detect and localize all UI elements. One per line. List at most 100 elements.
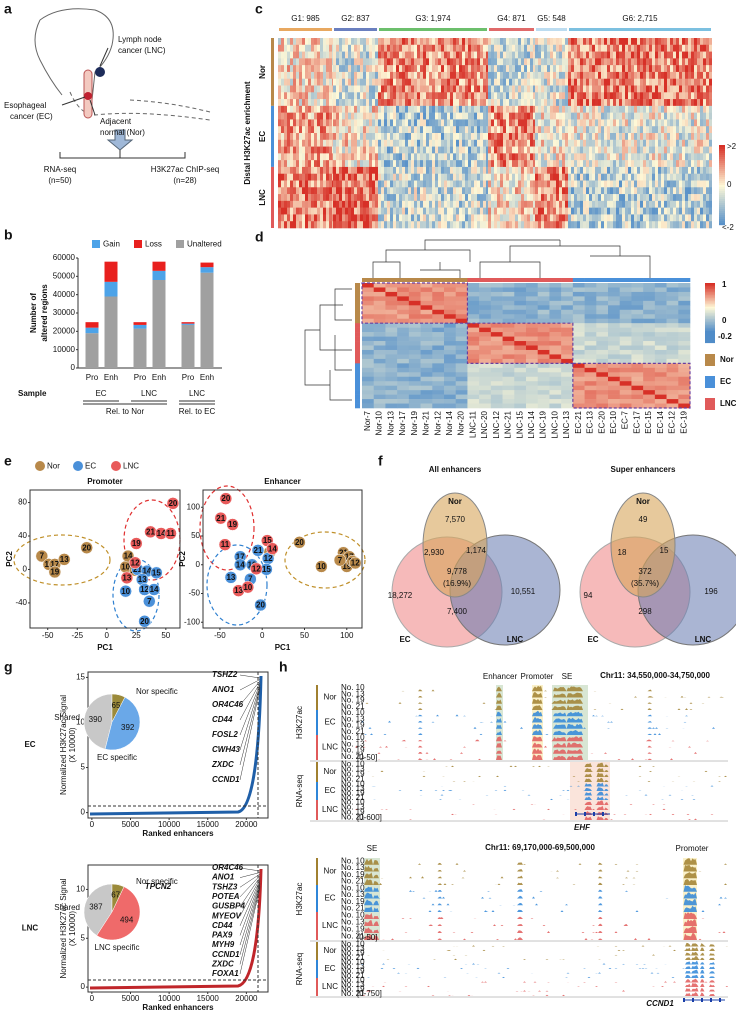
- heatmap-cell: [317, 146, 320, 154]
- matrix-cell: [572, 376, 585, 382]
- heatmap-cell: [491, 133, 494, 141]
- heatmap-cell: [550, 58, 553, 66]
- matrix-cell: [631, 318, 644, 324]
- heatmap-cell: [538, 194, 541, 202]
- heatmap-cell: [363, 112, 366, 120]
- matrix-cell: [362, 399, 375, 404]
- heatmap-cell: [444, 38, 447, 46]
- matrix-cell: [385, 363, 398, 369]
- y-tick-label: 60000: [53, 253, 76, 262]
- heatmap-cell: [535, 221, 538, 229]
- heatmap-cell: [538, 173, 541, 181]
- matrix-cell: [549, 283, 562, 288]
- colorbar: [719, 201, 725, 204]
- heatmap-cell: [688, 92, 691, 100]
- heatmap-cell: [287, 153, 290, 161]
- heatmap-cell: [709, 207, 712, 215]
- heatmap-cell: [607, 166, 610, 175]
- matrix-cell: [479, 287, 492, 293]
- heatmap-cell: [339, 119, 342, 127]
- heatmap-cell: [595, 119, 598, 127]
- heatmap-cell: [468, 146, 471, 154]
- heatmap-cell: [296, 99, 299, 107]
- heatmap-cell: [667, 85, 670, 93]
- heatmap-cell: [509, 65, 512, 73]
- matrix-cell: [502, 345, 515, 351]
- heatmap-cell: [634, 65, 637, 73]
- heatmap-cell: [565, 153, 568, 161]
- matrix-cell: [373, 363, 386, 369]
- heatmap-cell: [556, 180, 559, 188]
- heatmap-cell: [530, 166, 533, 175]
- heatmap-cell: [649, 71, 652, 80]
- heatmap-cell: [342, 160, 345, 168]
- matrix-cell: [373, 305, 386, 311]
- heatmap-cell: [518, 105, 521, 113]
- heatmap-cell: [290, 180, 293, 188]
- heatmap-cell: [679, 99, 682, 107]
- heatmap-cell: [345, 105, 348, 113]
- heatmap-cell: [278, 187, 281, 195]
- heatmap-cell: [354, 187, 357, 195]
- heatmap-cell: [691, 78, 694, 86]
- heatmap-cell: [423, 105, 426, 113]
- matrix-cell: [432, 341, 445, 346]
- heatmap-cell: [441, 187, 444, 195]
- heatmap-cell: [396, 194, 399, 202]
- heatmap-cell: [317, 139, 320, 147]
- heatmap-cell: [441, 126, 444, 134]
- heatmap-cell: [414, 160, 417, 168]
- matrix-cell: [631, 296, 644, 302]
- heatmap-cell: [580, 78, 583, 86]
- heatmap-cell: [518, 133, 521, 141]
- heatmap-cell: [562, 38, 565, 46]
- heatmap-cell: [601, 85, 604, 93]
- heatmap-cell: [296, 187, 299, 195]
- label: >2: [727, 142, 736, 151]
- heatmap-cell: [363, 44, 366, 52]
- heatmap-cell: [302, 200, 305, 208]
- matrix-cell: [444, 394, 457, 400]
- heatmap-cell: [423, 38, 426, 46]
- heatmap-cell: [518, 214, 521, 222]
- heatmap-cell: [363, 71, 366, 80]
- heatmap-cell: [637, 214, 640, 222]
- heatmap-cell: [408, 38, 411, 46]
- heatmap-cell: [348, 221, 351, 229]
- heatmap-cell: [414, 44, 417, 52]
- legend-label: Unaltered: [187, 240, 222, 249]
- matrix-cell: [537, 300, 550, 306]
- heatmap-cell: [658, 173, 661, 181]
- matrix-cell: [549, 318, 562, 324]
- heatmap-cell: [538, 85, 541, 93]
- heatmap-cell: [619, 187, 622, 195]
- heatmap-cell: [640, 194, 643, 202]
- matrix-cell: [479, 296, 492, 302]
- heatmap-cell: [706, 146, 709, 154]
- heatmap-cell: [691, 200, 694, 208]
- matrix-cell: [397, 296, 410, 302]
- heatmap-cell: [435, 194, 438, 202]
- heatmap-cell: [393, 119, 396, 127]
- heatmap-cell: [357, 153, 360, 161]
- heatmap-cell: [329, 139, 332, 147]
- heatmap-cell: [521, 214, 524, 222]
- heatmap-cell: [323, 207, 326, 215]
- heatmap-cell: [670, 153, 673, 161]
- heatmap-cell: [515, 146, 518, 154]
- heatmap-cell: [399, 139, 402, 147]
- heatmap-cell: [637, 146, 640, 154]
- heatmap-cell: [354, 133, 357, 141]
- matrix-cell: [373, 287, 386, 293]
- heatmap-cell: [438, 133, 441, 141]
- heatmap-cell: [613, 92, 616, 100]
- matrix-cell: [420, 358, 433, 364]
- matrix-cell: [455, 372, 468, 378]
- heatmap-cell: [553, 160, 556, 168]
- bar-segment: [133, 324, 147, 329]
- heatmap-cell: [509, 187, 512, 195]
- heatmap-cell: [688, 85, 691, 93]
- heatmap-cell: [661, 65, 664, 73]
- heatmap-cell: [706, 160, 709, 168]
- heatmap-cell: [296, 146, 299, 154]
